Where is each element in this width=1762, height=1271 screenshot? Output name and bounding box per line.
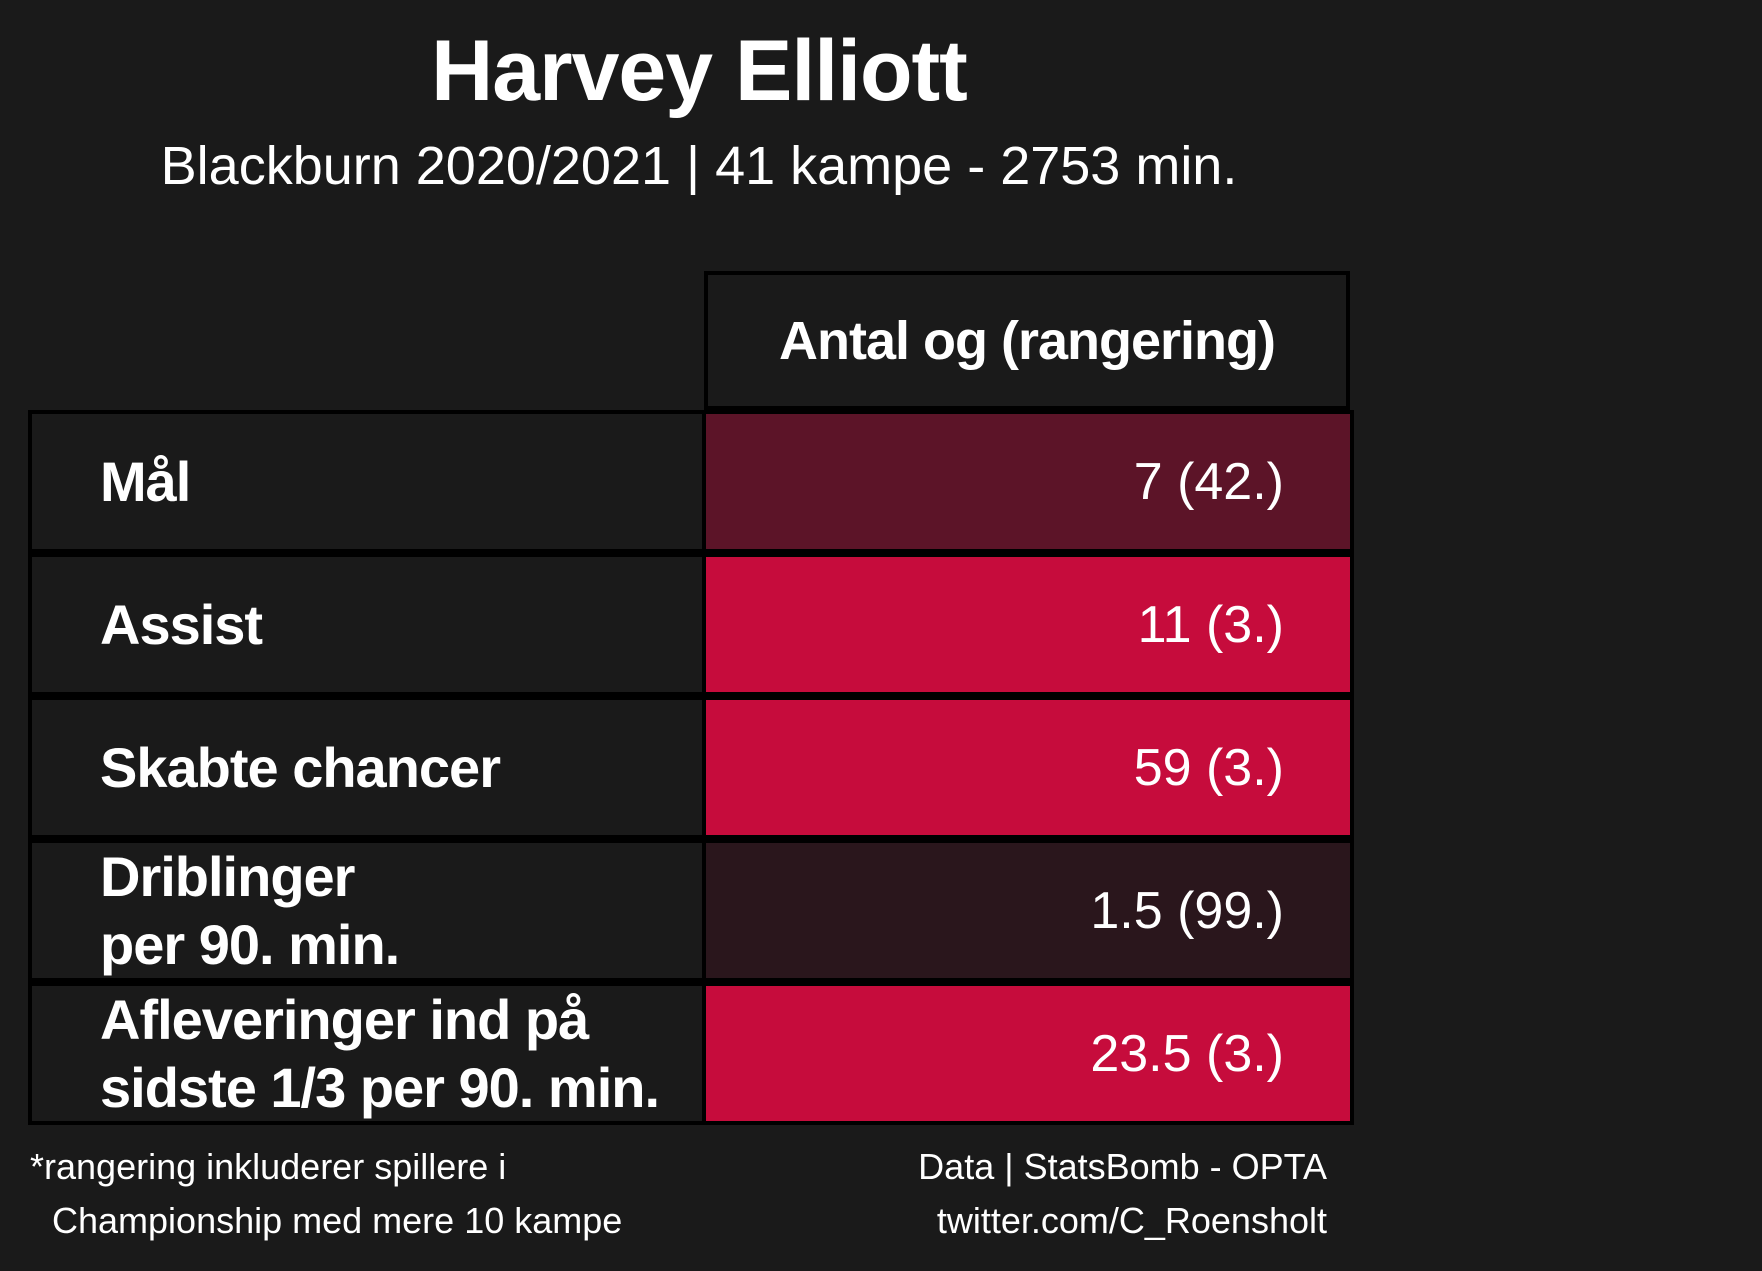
row-label-line1: Assist [100,592,263,656]
row-label-line2: per 90. min. [100,912,400,976]
row-value: 23.5 (3.) [1090,1024,1284,1083]
ranking-footnote: *rangering inkluderer spillere i Champio… [30,1140,622,1248]
row-label-line1: Mål [100,449,191,513]
row-value-cell: 11 (3.) [702,553,1354,696]
table-row: Afleveringer ind på sidste 1/3 per 90. m… [28,982,1354,1125]
column-header: Antal og (rangering) [704,271,1350,410]
row-label: Skabte chancer [28,696,706,839]
row-label: Assist [28,553,706,696]
row-value: 7 (42.) [1133,452,1284,511]
row-label-line1: Afleveringer ind på [100,987,589,1051]
row-label-line1: Driblinger [100,844,355,908]
row-value-cell: 23.5 (3.) [702,982,1354,1125]
row-label: Driblinger per 90. min. [28,839,706,982]
table-row: Driblinger per 90. min. 1.5 (99.) [28,839,1354,982]
player-name-title: Harvey Elliott [431,23,968,119]
row-value-cell: 1.5 (99.) [702,839,1354,982]
row-value: 11 (3.) [1137,595,1284,654]
row-value-cell: 7 (42.) [702,410,1354,553]
season-subtitle: Blackburn 2020/2021 | 41 kampe - 2753 mi… [160,136,1238,196]
row-label: Afleveringer ind på sidste 1/3 per 90. m… [28,982,706,1125]
footnote-line2: Championship med mere 10 kampe [52,1200,623,1241]
row-value: 1.5 (99.) [1090,881,1284,940]
row-value: 59 (3.) [1133,738,1284,797]
row-label: Mål [28,410,706,553]
row-value-cell: 59 (3.) [702,696,1354,839]
table-row: Skabte chancer 59 (3.) [28,696,1354,839]
data-credits: Data | StatsBomb - OPTA twitter.com/C_Ro… [800,1140,1327,1248]
table-row: Mål 7 (42.) [28,410,1354,553]
twitter-handle: twitter.com/C_Roensholt [936,1200,1327,1241]
row-label-line2: sidste 1/3 per 90. min. [100,1055,660,1119]
row-label-line1: Skabte chancer [100,735,501,799]
data-source: Data | StatsBomb - OPTA [918,1146,1327,1187]
footnote-line1: *rangering inkluderer spillere i [30,1146,507,1187]
table-row: Assist 11 (3.) [28,553,1354,696]
